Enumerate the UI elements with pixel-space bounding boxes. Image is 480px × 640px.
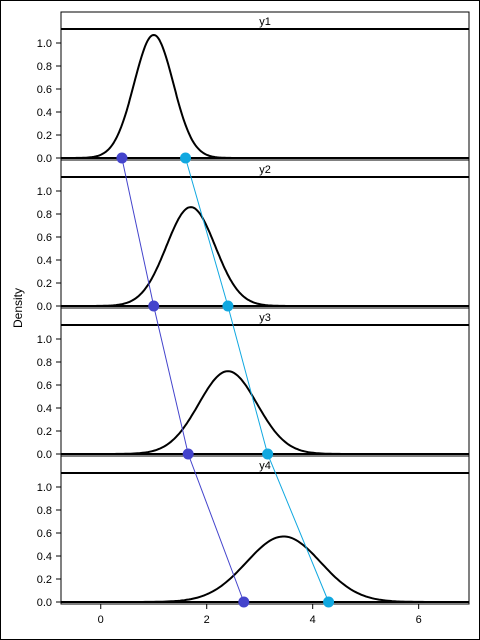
- panel-title: y2: [259, 164, 271, 176]
- y-tick-label: 0.2: [37, 130, 52, 142]
- marker-point: [262, 448, 274, 460]
- y-tick-label: 0.0: [37, 301, 52, 313]
- marker-point: [148, 300, 160, 312]
- marker-point: [238, 596, 250, 608]
- density-curve: [61, 33, 236, 159]
- y-tick-label: 0.2: [37, 574, 52, 586]
- x-tick-label: 4: [310, 614, 316, 626]
- y-tick-label: 0.4: [37, 403, 52, 415]
- density-curve: [90, 370, 371, 455]
- y-tick-label: 0.6: [37, 232, 52, 244]
- y-tick-label: 1.0: [37, 334, 52, 346]
- y-tick-label: 0.0: [37, 153, 52, 165]
- y-tick-label: 1.0: [37, 482, 52, 494]
- connector-line: [185, 157, 330, 603]
- marker-point: [222, 300, 234, 312]
- y-tick-label: 0.4: [37, 551, 52, 563]
- y-tick-label: 0.8: [37, 505, 52, 517]
- markers-layer: [116, 152, 335, 608]
- y-tick-label: 0.6: [37, 380, 52, 392]
- marker-point: [116, 152, 128, 164]
- y-tick-label: 0.2: [37, 278, 52, 290]
- y-tick-label: 0.8: [37, 357, 52, 369]
- panel-title: y1: [259, 16, 271, 28]
- marker-point: [323, 596, 335, 608]
- panel-y4: y4 0.0 0.2 0.4 0.6 0.8 1.0: [37, 455, 470, 609]
- y-axis-title: Density: [11, 288, 25, 328]
- y-tick-label: 0.4: [37, 255, 52, 267]
- density-curve: [84, 206, 303, 307]
- y-tick-label: 0.6: [37, 84, 52, 96]
- x-axis: 0 2 4 6: [98, 604, 422, 626]
- y-tick-label: 0.2: [37, 426, 52, 438]
- y-tick-label: 1.0: [37, 186, 52, 198]
- y-tick-label: 0.0: [37, 449, 52, 461]
- y-tick-label: 0.6: [37, 528, 52, 540]
- density-curve: [116, 535, 467, 603]
- connector-lines-layer: [121, 157, 330, 603]
- y-tick-label: 1.0: [37, 38, 52, 50]
- connector-line: [121, 157, 245, 603]
- x-tick-label: 2: [204, 614, 210, 626]
- y-tick-label: 0.4: [37, 107, 52, 119]
- panel-title: y3: [259, 312, 271, 324]
- y-tick-label: 0.8: [37, 209, 52, 221]
- y-tick-label: 0.0: [37, 597, 52, 609]
- y-tick-label: 0.8: [37, 61, 52, 73]
- panel-title: y4: [259, 460, 271, 472]
- x-tick-label: 6: [416, 614, 422, 626]
- marker-point: [180, 152, 192, 164]
- x-tick-label: 0: [98, 614, 104, 626]
- panels-layer: y1 0.0 0.2 0.4 0.6 0.8 1.0 y2 0.0 0.2 0.4 0.6 0.8 1.0…: [37, 11, 470, 609]
- marker-point: [182, 448, 194, 460]
